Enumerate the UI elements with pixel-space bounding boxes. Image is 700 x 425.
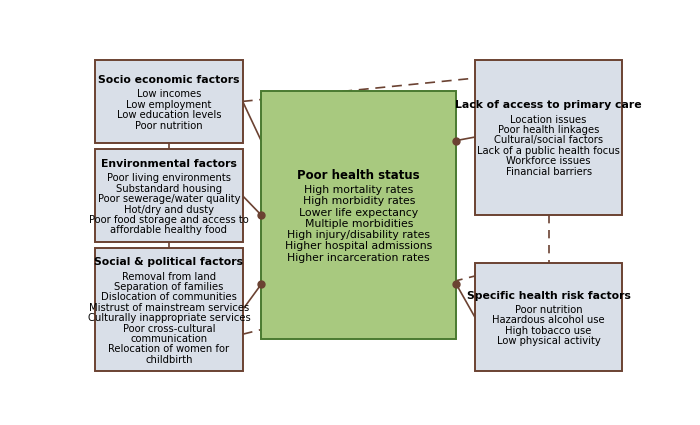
Text: Substandard housing: Substandard housing: [116, 184, 222, 194]
Text: Financial barriers: Financial barriers: [505, 167, 592, 177]
FancyBboxPatch shape: [95, 60, 243, 143]
Text: communication: communication: [130, 334, 207, 344]
Text: Lower life expectancy: Lower life expectancy: [299, 207, 419, 218]
Text: Low education levels: Low education levels: [117, 110, 221, 120]
Text: Relocation of women for: Relocation of women for: [108, 344, 230, 354]
Text: Poor living environments: Poor living environments: [107, 173, 231, 183]
Text: Poor health linkages: Poor health linkages: [498, 125, 599, 135]
Text: Lack of access to primary care: Lack of access to primary care: [455, 100, 642, 110]
Text: Higher hospital admissions: Higher hospital admissions: [285, 241, 433, 251]
Text: Mistrust of mainstream services: Mistrust of mainstream services: [89, 303, 249, 313]
Text: Multiple morbidities: Multiple morbidities: [304, 219, 413, 229]
Text: Location issues: Location issues: [510, 115, 587, 125]
Text: Cultural/social factors: Cultural/social factors: [494, 136, 603, 145]
Text: High morbidity rates: High morbidity rates: [302, 196, 415, 206]
Text: Specific health risk factors: Specific health risk factors: [467, 291, 631, 300]
Text: Workforce issues: Workforce issues: [506, 156, 591, 166]
Text: Lack of a public health focus: Lack of a public health focus: [477, 146, 620, 156]
Text: Culturally inappropriate services: Culturally inappropriate services: [88, 313, 251, 323]
FancyBboxPatch shape: [475, 60, 622, 215]
Text: High injury/disability rates: High injury/disability rates: [287, 230, 430, 240]
FancyBboxPatch shape: [261, 91, 456, 339]
Text: Dislocation of communities: Dislocation of communities: [101, 292, 237, 303]
Text: Poor sewerage/water quality: Poor sewerage/water quality: [97, 194, 240, 204]
Text: affordable healthy food: affordable healthy food: [111, 225, 228, 235]
Text: Poor nutrition: Poor nutrition: [514, 305, 582, 315]
Text: High mortality rates: High mortality rates: [304, 185, 414, 195]
Text: Poor cross-cultural: Poor cross-cultural: [122, 324, 215, 334]
Text: Low physical activity: Low physical activity: [497, 336, 601, 346]
Text: Poor nutrition: Poor nutrition: [135, 121, 203, 130]
Text: Poor health status: Poor health status: [298, 170, 420, 182]
Text: Low employment: Low employment: [126, 100, 211, 110]
Text: Hot/dry and dusty: Hot/dry and dusty: [124, 204, 214, 215]
Text: Removal from land: Removal from land: [122, 272, 216, 282]
Text: childbirth: childbirth: [145, 355, 193, 365]
FancyBboxPatch shape: [95, 149, 243, 242]
FancyBboxPatch shape: [95, 248, 243, 371]
Text: Higher incarceration rates: Higher incarceration rates: [288, 252, 430, 263]
Text: High tobacco use: High tobacco use: [505, 326, 592, 336]
FancyBboxPatch shape: [475, 263, 622, 371]
Text: Hazardous alcohol use: Hazardous alcohol use: [492, 315, 605, 326]
Text: Socio economic factors: Socio economic factors: [98, 75, 239, 85]
Text: Social & political factors: Social & political factors: [94, 257, 244, 267]
Text: Environmental factors: Environmental factors: [101, 159, 237, 169]
Text: Poor food storage and access to: Poor food storage and access to: [89, 215, 248, 225]
Text: Low incomes: Low incomes: [136, 89, 201, 99]
Text: Separation of families: Separation of families: [114, 282, 223, 292]
